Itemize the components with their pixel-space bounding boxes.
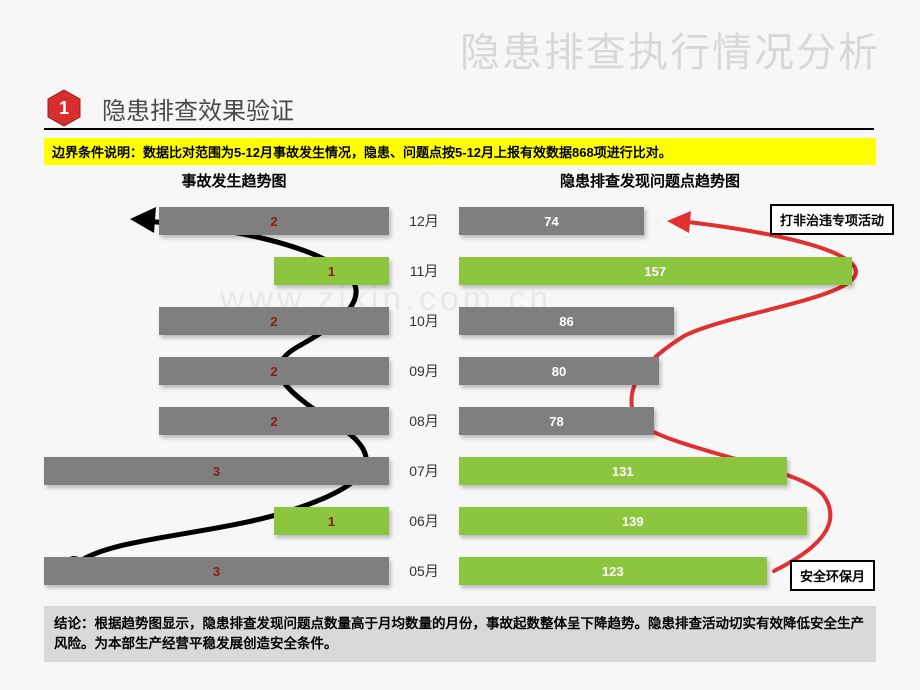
left-bar-area: 2 xyxy=(44,296,389,346)
chart-titles-row: 事故发生趋势图 隐患排查发现问题点趋势图 xyxy=(44,170,876,191)
right-bar: 131 xyxy=(459,457,787,485)
left-bar-area: 1 xyxy=(44,496,389,546)
callout-top-text: 打非治违专项活动 xyxy=(780,213,884,228)
left-bar: 3 xyxy=(44,457,389,485)
right-bar: 74 xyxy=(459,207,644,235)
left-bar: 1 xyxy=(274,507,389,535)
right-bar-label: 131 xyxy=(612,464,634,479)
right-bar-label: 86 xyxy=(559,314,573,329)
month-label: 12月 xyxy=(389,211,459,231)
left-bar-area: 3 xyxy=(44,546,389,596)
left-bar: 1 xyxy=(274,257,389,285)
background-title: 隐患排查执行情况分析 xyxy=(460,20,880,78)
badge-hexagon: 1 xyxy=(44,88,84,128)
left-bar: 2 xyxy=(159,357,389,385)
chart-row: 2 12月 74 xyxy=(44,196,876,246)
conclusion-box: 结论：根据趋势图显示，隐患排查发现问题点数量高于月均数量的月份，事故起数整体呈下… xyxy=(44,606,876,663)
left-bar-label: 1 xyxy=(328,514,335,529)
right-bar-label: 74 xyxy=(544,214,558,229)
left-bar-label: 1 xyxy=(328,264,335,279)
left-bar: 3 xyxy=(44,557,389,585)
chart-row: 1 11月 157 xyxy=(44,246,876,296)
left-bar-area: 2 xyxy=(44,396,389,446)
month-label: 09月 xyxy=(389,361,459,381)
left-bar-label: 2 xyxy=(270,314,277,329)
title-underline xyxy=(44,128,874,130)
right-bar: 139 xyxy=(459,507,807,535)
left-bar: 2 xyxy=(159,307,389,335)
chart-row: 3 05月 123 xyxy=(44,546,876,596)
chart-row: 2 10月 86 xyxy=(44,296,876,346)
right-bar-label: 80 xyxy=(552,364,566,379)
right-bar: 86 xyxy=(459,307,674,335)
right-bar: 80 xyxy=(459,357,659,385)
month-label: 11月 xyxy=(389,261,459,281)
month-label: 08月 xyxy=(389,411,459,431)
left-bar-label: 2 xyxy=(270,414,277,429)
right-bar-area: 78 xyxy=(459,396,876,446)
callout-top: 打非治违专项活动 xyxy=(770,204,894,235)
left-bar-label: 3 xyxy=(213,464,220,479)
month-label: 06月 xyxy=(389,511,459,531)
right-bar-area: 157 xyxy=(459,246,876,296)
right-bar: 78 xyxy=(459,407,654,435)
left-bar-area: 3 xyxy=(44,446,389,496)
right-bar-area: 86 xyxy=(459,296,876,346)
section-title: 隐患排查效果验证 xyxy=(102,91,294,126)
left-bar-label: 3 xyxy=(213,564,220,579)
callout-bottom: 安全环保月 xyxy=(790,560,875,591)
chart-row: 2 08月 78 xyxy=(44,396,876,446)
chart-row: 1 06月 139 xyxy=(44,496,876,546)
left-bar-area: 2 xyxy=(44,346,389,396)
month-label: 10月 xyxy=(389,311,459,331)
left-chart-title: 事故发生趋势图 xyxy=(44,170,424,191)
right-bar-label: 139 xyxy=(622,514,644,529)
right-bar-label: 78 xyxy=(549,414,563,429)
right-bar-label: 157 xyxy=(644,264,666,279)
chart-row: 3 07月 131 xyxy=(44,446,876,496)
left-bar: 2 xyxy=(159,407,389,435)
left-bar-label: 2 xyxy=(270,364,277,379)
section-header: 1 隐患排查效果验证 xyxy=(44,88,294,128)
chart-row: 2 09月 80 xyxy=(44,346,876,396)
right-chart-title: 隐患排查发现问题点趋势图 xyxy=(424,170,876,191)
right-bar-label: 123 xyxy=(602,564,624,579)
right-bar-area: 131 xyxy=(459,446,876,496)
right-bar: 157 xyxy=(459,257,852,285)
right-bar-area: 80 xyxy=(459,346,876,396)
right-bar: 123 xyxy=(459,557,767,585)
month-label: 05月 xyxy=(389,561,459,581)
badge-number: 1 xyxy=(59,98,69,119)
callout-bottom-text: 安全环保月 xyxy=(800,569,865,584)
left-bar: 2 xyxy=(159,207,389,235)
charts-area: 2 12月 74 1 11月 157 2 10月 86 2 09月 80 2 08月 78 3 07月 131 1 0… xyxy=(44,196,876,606)
month-label: 07月 xyxy=(389,461,459,481)
right-bar-area: 139 xyxy=(459,496,876,546)
left-bar-area: 2 xyxy=(44,196,389,246)
boundary-note: 边界条件说明：数据比对范围为5-12月事故发生情况，隐患、问题点按5-12月上报… xyxy=(44,138,876,165)
left-bar-area: 1 xyxy=(44,246,389,296)
left-bar-label: 2 xyxy=(270,214,277,229)
